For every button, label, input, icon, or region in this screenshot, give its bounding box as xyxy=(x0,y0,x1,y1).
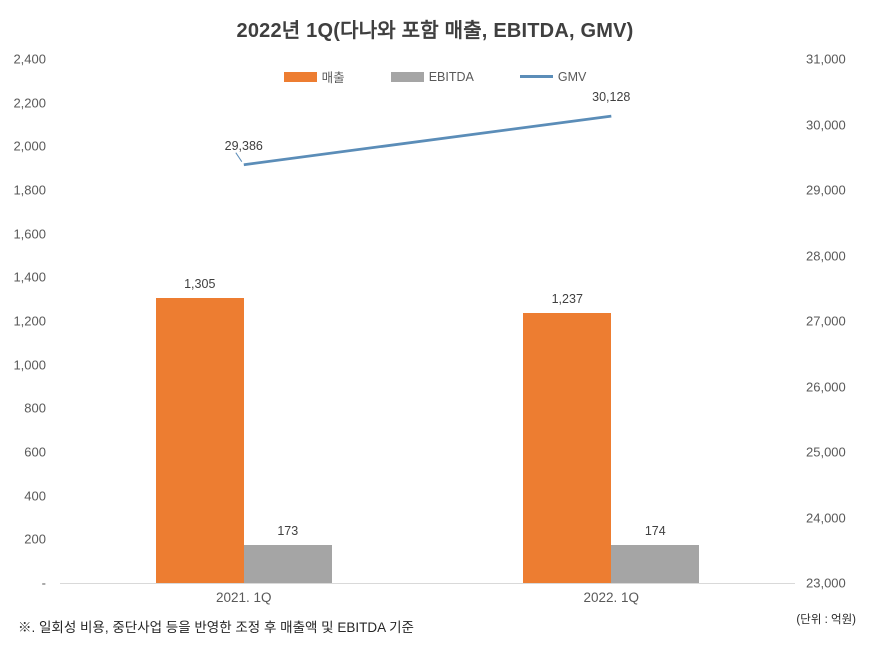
legend-label-ebitda: EBITDA xyxy=(428,69,474,84)
chart-title: 2022년 1Q(다나와 포함 매출, EBITDA, GMV) xyxy=(236,20,634,42)
legend-swatch-ebitda-icon xyxy=(390,71,424,82)
legend-item-revenue: 매출 xyxy=(283,67,345,86)
bar-revenue-2022. 1Q xyxy=(523,312,612,583)
legend-label-revenue: 매출 xyxy=(321,71,345,85)
bar-data-label: 1,237 xyxy=(551,291,583,306)
plot-area: 1,305 1,237 173 174 29,386 30,128 xyxy=(60,59,795,584)
left-axis-tick: 2,200 xyxy=(13,95,46,111)
right-axis-tick: 28,000 xyxy=(806,248,846,263)
left-axis-tick: 2,400 xyxy=(13,51,46,67)
gmv-data-label: 29,386 xyxy=(224,138,263,153)
legend-swatch-revenue-icon xyxy=(283,71,317,82)
footnote: ※. 일회성 비용, 중단사업 등을 반영한 조정 후 매출액 및 EBITDA… xyxy=(18,620,414,635)
left-axis-tick: 1,600 xyxy=(13,226,46,242)
right-axis-tick: 27,000 xyxy=(806,313,846,329)
left-axis-tick: 1,000 xyxy=(13,357,46,373)
legend-swatch-gmv-icon xyxy=(519,75,553,78)
label-leader-line xyxy=(235,152,243,162)
left-axis-tick: 800 xyxy=(24,400,46,416)
bar-data-label: 173 xyxy=(277,524,299,539)
legend-item-ebitda: EBITDA xyxy=(390,69,474,84)
bar-data-label: 174 xyxy=(644,524,666,538)
left-axis-tick: 400 xyxy=(24,488,46,504)
right-axis-tick: 23,000 xyxy=(806,575,846,591)
bar-ebitda-2022. 1Q xyxy=(611,545,700,583)
bar-data-label: 1,305 xyxy=(184,277,216,292)
right-axis-tick: 29,000 xyxy=(806,182,846,198)
legend-item-gmv: GMV xyxy=(519,69,587,84)
left-axis-tick: 1,200 xyxy=(13,313,46,329)
right-axis: 23,000 24,000 25,000 26,000 27,000 28,000 29,0… xyxy=(806,52,870,591)
legend-label-gmv: GMV xyxy=(557,69,587,84)
gmv-data-label: 30,128 xyxy=(592,90,631,105)
left-axis-tick: 200 xyxy=(24,531,46,547)
right-axis-tick: 31,000 xyxy=(806,51,846,67)
left-axis: - 200 400 600 800 1,000 1,200 1,400 1,600 1,800 2,… xyxy=(0,52,46,591)
unit-label: (단위 : 억원) xyxy=(796,614,856,626)
right-axis-tick: 26,000 xyxy=(806,379,846,394)
right-axis-tick: 24,000 xyxy=(806,510,846,525)
gmv-line xyxy=(235,114,612,167)
left-axis-tick: 1,800 xyxy=(13,182,46,198)
x-axis-label: 2022. 1Q xyxy=(583,590,640,605)
legend: 매출 EBITDA GMV xyxy=(0,67,870,86)
bar-revenue-2021. 1Q xyxy=(155,298,244,583)
right-axis-tick: 25,000 xyxy=(806,444,846,460)
left-axis-tick: 2,000 xyxy=(13,138,46,154)
right-axis-tick: 30,000 xyxy=(806,117,846,132)
left-axis-tick: 1,400 xyxy=(13,269,46,285)
left-axis-tick: 600 xyxy=(24,444,46,460)
left-axis-tick: - xyxy=(41,575,46,591)
x-axis-label: 2021. 1Q xyxy=(215,590,272,605)
bar-ebitda-2021. 1Q xyxy=(243,545,332,583)
